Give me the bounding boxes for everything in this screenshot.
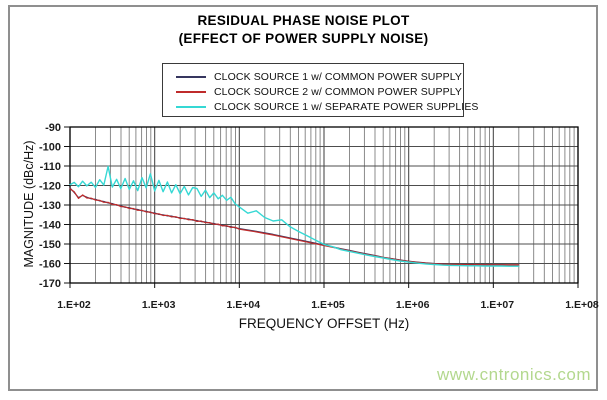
watermark: www.cntronics.com — [437, 365, 591, 384]
x-tick-label: 1.E+04 — [227, 299, 261, 311]
chart-title-line1: RESIDUAL PHASE NOISE PLOT — [197, 13, 410, 28]
legend-item: CLOCK SOURCE 1 w/ COMMON POWER SUPPLY — [176, 69, 463, 84]
x-tick-label: 1.E+03 — [142, 299, 176, 311]
y-tick-label: -90 — [45, 122, 61, 134]
y-tick-label: -170 — [39, 278, 61, 290]
y-tick-label: -160 — [39, 259, 61, 271]
y-tick-label: -150 — [39, 239, 61, 251]
legend-label: CLOCK SOURCE 1 w/ SEPARATE POWER SUPPLIE… — [214, 100, 479, 113]
x-axis-title: FREQUENCY OFFSET (Hz) — [238, 316, 410, 331]
legend: CLOCK SOURCE 1 w/ COMMON POWER SUPPLY CL… — [162, 63, 478, 117]
x-tick-label: 1.E+07 — [481, 299, 515, 311]
x-tick-label: 1.E+05 — [311, 299, 345, 311]
y-tick-labels: -90 -100 -110 -120 -130 -140 -150 -160 -170 — [39, 122, 61, 290]
legend-label: CLOCK SOURCE 2 w/ COMMON POWER SUPPLY — [214, 85, 462, 98]
x-tick-label: 1.E+02 — [57, 299, 91, 311]
chart-title: RESIDUAL PHASE NOISE PLOT (EFFECT OF POW… — [0, 12, 607, 48]
x-tick-label: 1.E+06 — [396, 299, 430, 311]
legend-label: CLOCK SOURCE 1 w/ COMMON POWER SUPPLY — [214, 70, 462, 83]
series-clock2-common — [69, 188, 520, 266]
axis-ticks — [64, 126, 579, 288]
y-tick-label: -130 — [39, 200, 61, 212]
legend-item: CLOCK SOURCE 2 w/ COMMON POWER SUPPLY — [176, 84, 463, 99]
y-tick-label: -100 — [39, 142, 61, 154]
y-tick-label: -120 — [39, 181, 61, 193]
y-axis-title: MAGNITUDE (dBc/Hz) — [22, 140, 36, 268]
y-tick-label: -140 — [39, 220, 61, 232]
series-clock1-common — [69, 187, 520, 266]
legend-line-swatch-clock1-common — [176, 75, 206, 78]
legend-item: CLOCK SOURCE 1 w/ SEPARATE POWER SUPPLIE… — [176, 99, 478, 114]
legend-line-swatch-clock1-separate — [176, 105, 206, 108]
x-tick-labels: 1.E+02 1.E+03 1.E+04 1.E+05 1.E+06 1.E+07 1.E+… — [57, 299, 599, 311]
y-tick-label: -110 — [40, 161, 61, 173]
x-tick-label: 1.E+08 — [565, 299, 599, 311]
series-clock1-separate — [69, 165, 520, 267]
legend-line-swatch-clock2-common — [176, 90, 206, 93]
chart-title-line2: (EFFECT OF POWER SUPPLY NOISE) — [178, 31, 429, 46]
